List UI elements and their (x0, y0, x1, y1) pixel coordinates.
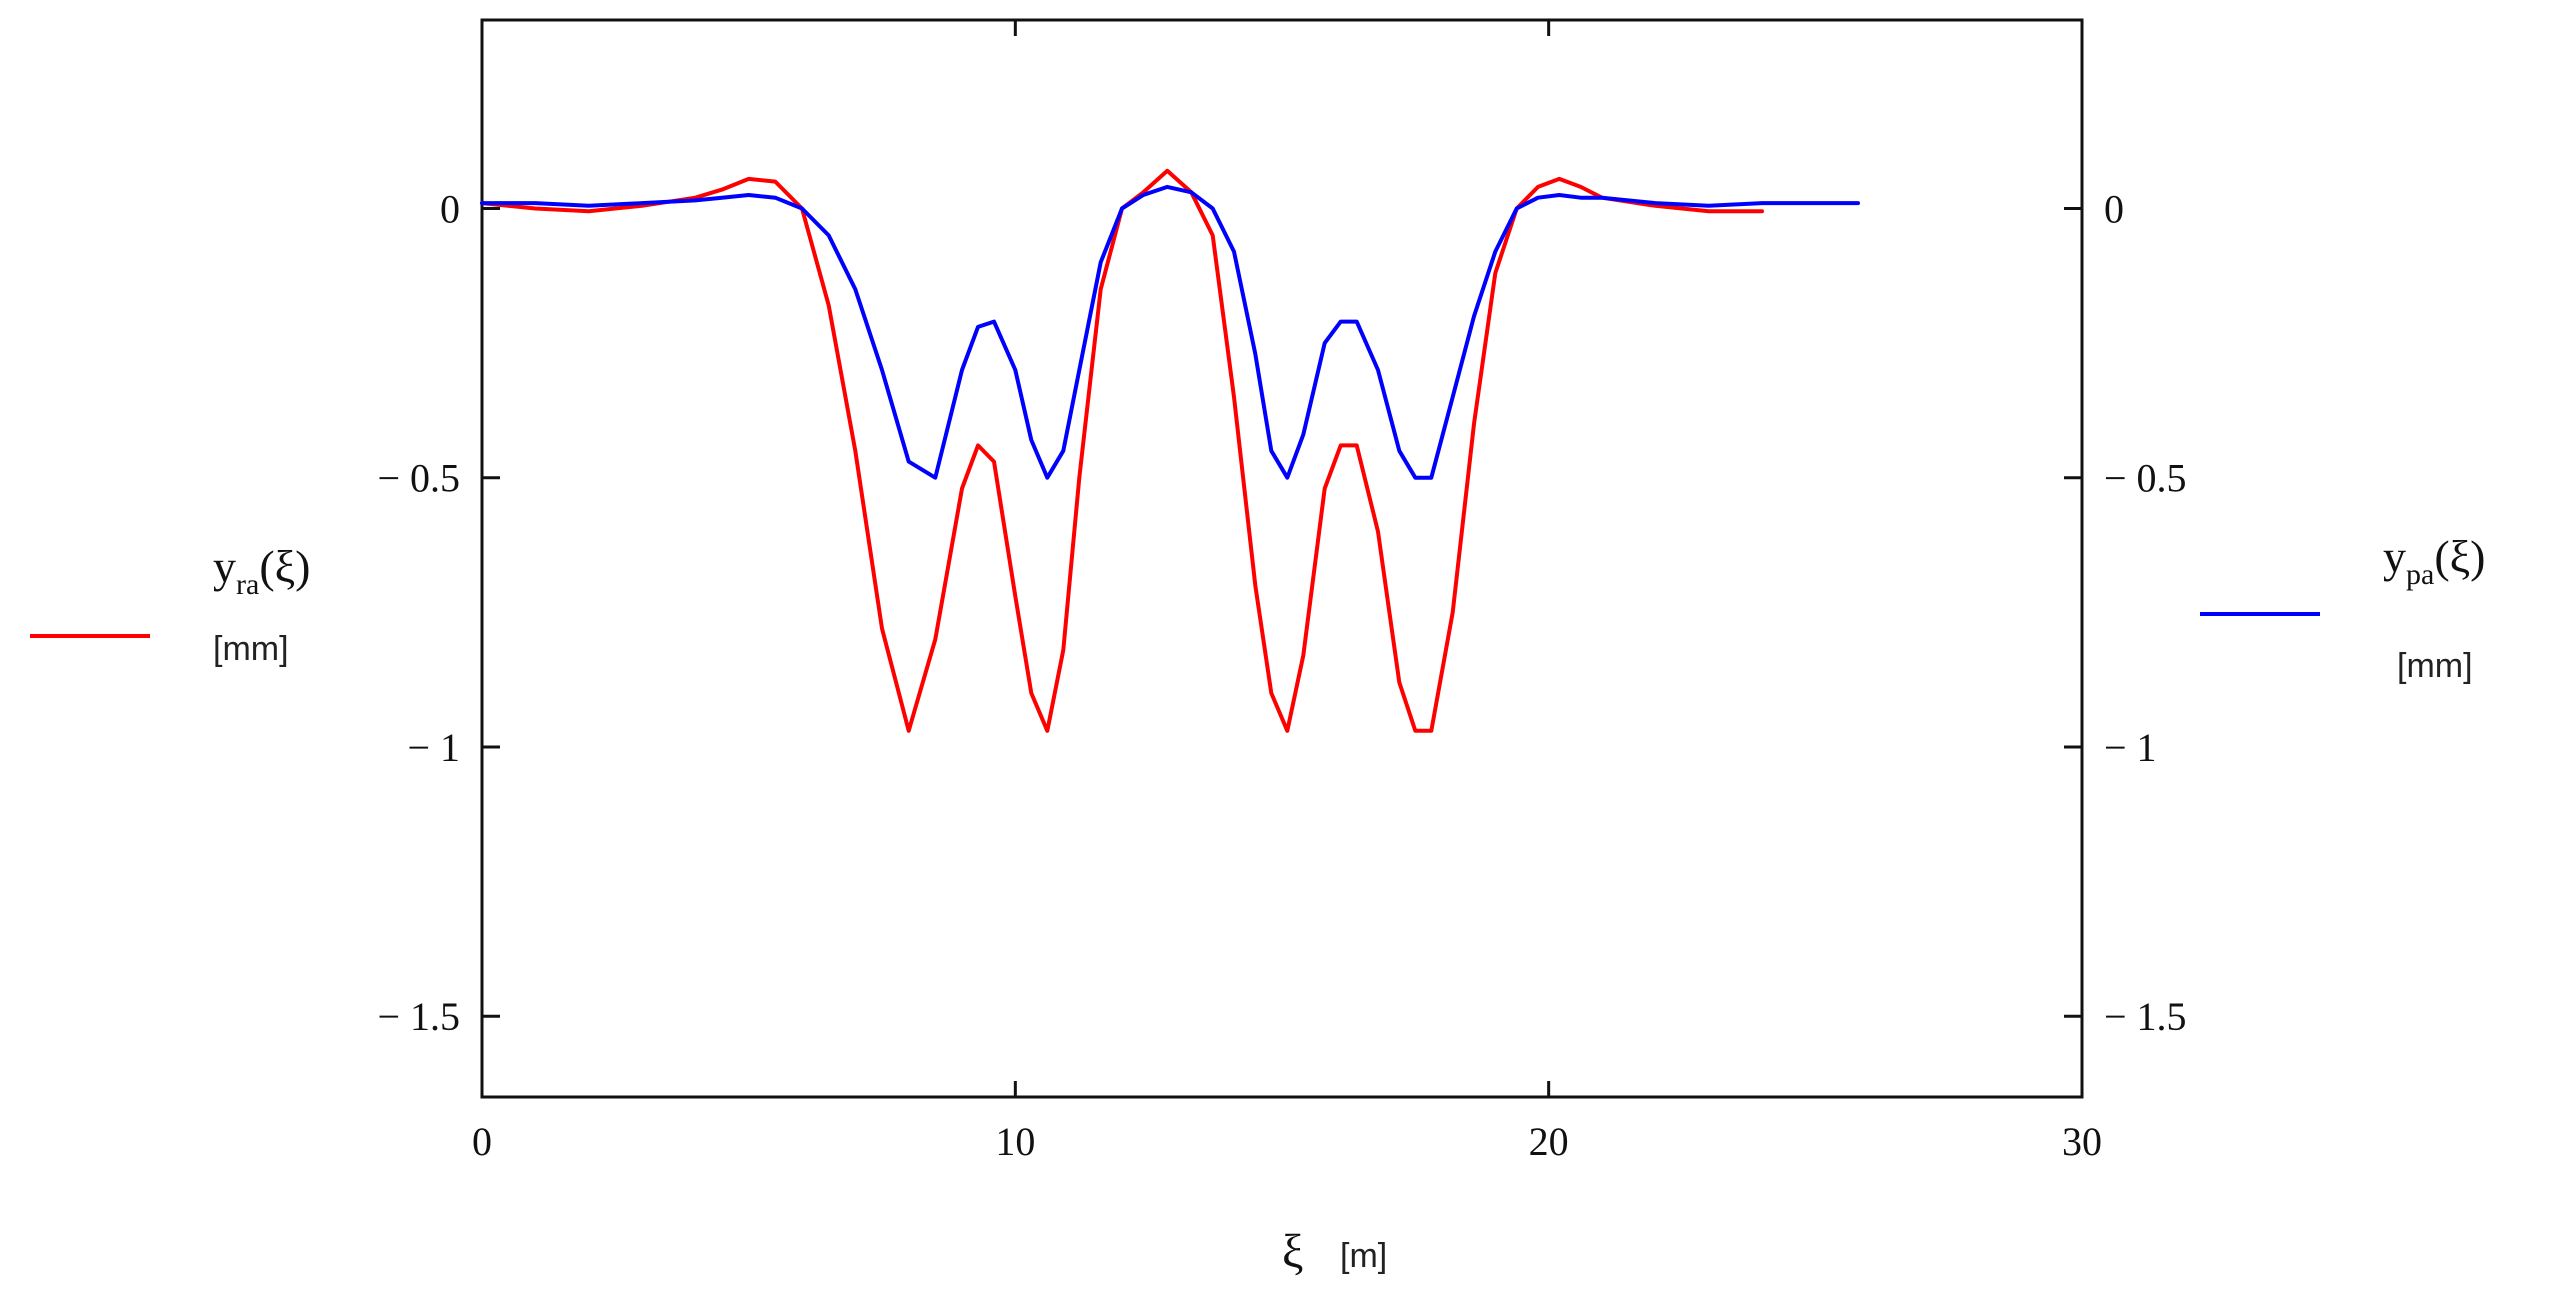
x-tick-label: 0 (472, 1119, 492, 1164)
series-layer (480, 168, 1860, 733)
legend-unit-pa: [mm] (2397, 647, 2473, 685)
series-line-ra (480, 168, 1764, 733)
plot-frame (480, 18, 2084, 1099)
y-tick-label-left: − 0.5 (377, 456, 460, 501)
y-tick-label-right: − 0.5 (2104, 456, 2187, 501)
legend-label-pa: ypa(ξ) (2383, 531, 2485, 591)
legend-pa-name: y (2383, 531, 2406, 582)
y-tick-label-right: 0 (2104, 186, 2124, 231)
plot-area (480, 18, 2084, 1099)
x-axis-unit: [m] (1340, 1237, 1387, 1275)
tick-layer: 0 10 20 30 0 0 − 0.5 − 0.5 − 1 − 1 − 1.5 − 1.5 (377, 20, 2187, 1164)
legend-right: ypa(ξ) [mm] (2200, 531, 2485, 685)
x-tick-label: 10 (995, 1119, 1035, 1164)
legend-unit-ra: [mm] (213, 630, 289, 668)
x-axis-label: ξ [m] (1282, 1225, 1387, 1278)
legend-pa-subscript: pa (2406, 558, 2434, 591)
y-tick-label-left: 0 (440, 186, 460, 231)
x-tick-label: 30 (2062, 1119, 2102, 1164)
legend-pa-arg: (ξ) (2434, 531, 2485, 582)
y-tick-label-right: − 1.5 (2104, 994, 2187, 1039)
x-axis-symbol: ξ (1282, 1225, 1303, 1278)
x-tick-label: 20 (1529, 1119, 1569, 1164)
y-tick-label-left: − 1 (407, 725, 460, 770)
y-tick-label-right: − 1 (2104, 725, 2157, 770)
y-tick-label-left: − 1.5 (377, 994, 460, 1039)
legend-ra-subscript: ra (236, 568, 259, 601)
series-line-pa (480, 184, 1860, 480)
legend-label-ra: yra(ξ) (213, 541, 310, 601)
legend-left: yra(ξ) [mm] (30, 541, 310, 668)
legend-ra-name: y (213, 541, 236, 592)
legend-ra-arg: (ξ) (259, 541, 310, 592)
